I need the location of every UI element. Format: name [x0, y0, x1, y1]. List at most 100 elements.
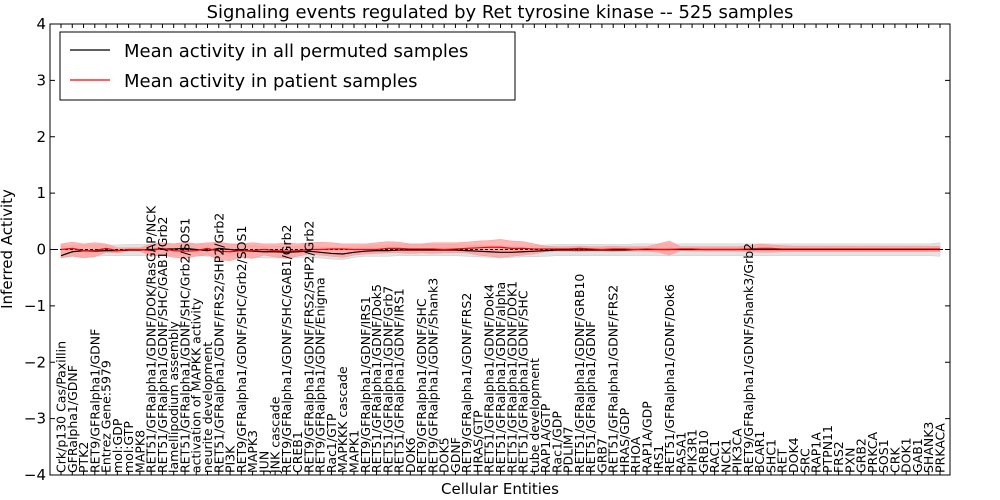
- y-tick-label: 2: [36, 128, 46, 146]
- x-tick-label: RET51/GFRalpha1/GDNF/GRB10: [572, 274, 587, 473]
- x-tick-label: SHC1: [763, 439, 778, 473]
- x-tick-label: PTPN11: [820, 425, 835, 473]
- x-tick-label: neurite development: [200, 342, 215, 473]
- x-tick-label: RAP1A/GTP: [538, 403, 553, 473]
- x-tick-label: RET51/GFRalpha1/GDNF/SHC/Grb2/SOS1: [177, 218, 192, 473]
- x-tick-label: RHOA: [628, 436, 643, 473]
- series-line-patient: [60, 246, 940, 253]
- x-tick-label: mol:GTP: [121, 421, 136, 473]
- y-tick-label: −4: [24, 466, 46, 484]
- x-tick-label: GDNF: [448, 437, 463, 473]
- x-tick-label: RAP1A/GDP: [640, 401, 655, 473]
- x-tick-label: RET51/GFRalpha1/GDNF/SHC/GAB1/Grb2: [155, 217, 170, 473]
- y-tick-label: −1: [24, 297, 46, 315]
- x-tick-label: RET51/GFRalpha1/GDNF: [583, 321, 598, 473]
- y-tick-label: 3: [36, 71, 46, 89]
- band-patient-spread: [60, 239, 941, 262]
- x-tick-label: JUN: [256, 451, 271, 474]
- x-tick-label: RET9/GFRalpha1/GDNF/FRS2: [459, 293, 474, 473]
- x-tick-label: RET9/GFRalpha1/GDNF/SHC/GAB1/Grb2: [279, 224, 294, 473]
- x-tick-label: mol:GDP: [110, 418, 125, 473]
- x-tick-label: DOK5: [437, 437, 452, 473]
- x-tick-label: Entrez Gene:5979: [99, 360, 114, 473]
- x-tick-label: RET9/GFRalpha1/GDNF/Shank3/Grb2: [741, 243, 756, 473]
- y-tick-label: 0: [36, 241, 46, 259]
- x-tick-label: RET51/GFRalpha1/GDNF/Grb7: [380, 286, 395, 473]
- x-tick-label: DOK4: [786, 437, 801, 473]
- plot-area: [50, 239, 950, 262]
- x-tick-label: Crk/p130 Cas/Paxillin: [54, 341, 69, 473]
- x-tick-label: HRAS/GTP: [470, 410, 485, 473]
- y-axis-label: Inferred Activity: [0, 189, 16, 309]
- x-tick-label: PRKACA: [933, 423, 948, 473]
- x-tick-label: Rac1/GDP: [549, 411, 564, 473]
- x-tick-label: IRS1: [651, 445, 666, 473]
- legend-frame: [59, 31, 516, 101]
- x-tick-label: RET9/GFRalpha1/GDNF/Enigma: [313, 277, 328, 473]
- x-tick-label: RET9/GFRalpha1/GDNF/Shank3: [425, 278, 440, 473]
- x-tick-label: BCAR1: [752, 431, 767, 473]
- x-tick-label: RET: [775, 448, 790, 473]
- chart-title: Signaling events regulated by Ret tyrosi…: [207, 2, 794, 23]
- x-tick-label: GRB10: [696, 430, 711, 473]
- x-tick-label: SOS1: [876, 439, 891, 473]
- x-tick-label: CRK: [887, 447, 902, 473]
- x-tick-label: GRB7: [594, 438, 609, 473]
- x-tick-label: PI3K: [223, 445, 238, 473]
- x-tick-label: DOK1: [899, 437, 914, 473]
- x-tick-label: tube development: [527, 358, 542, 473]
- x-tick-label: RAC1: [707, 440, 722, 473]
- y-tick-label: 4: [36, 15, 46, 33]
- x-tick-label: RASA1: [673, 432, 688, 473]
- y-tick-label: −3: [24, 410, 46, 428]
- x-axis-ticks: Crk/p130 Cas/PaxillinGFRalpha1/GDNFPTK2R…: [54, 24, 948, 475]
- x-tick-label: PXN: [842, 448, 857, 473]
- x-tick-label: RET51/GFRalpha1/GDNF/FRS2/SHP2/Grb2: [211, 213, 226, 473]
- x-tick-label: PRKCA: [865, 432, 880, 473]
- x-tick-label: JNK cascade: [268, 396, 283, 474]
- x-tick-label: RET9/GFRalpha1/GDNF/FRS2/SHP2/Grb2: [301, 221, 316, 473]
- x-tick-label: PIK3CA: [730, 428, 745, 473]
- x-tick-label: GFRalpha1/GDNF: [65, 365, 80, 473]
- x-tick-label: RET51/GFRalpha1/GDNF/Dok6: [662, 284, 677, 473]
- legend-label-permuted: Mean activity in all permuted samples: [124, 41, 468, 62]
- x-tick-label: RET51/GFRalpha1/GDNF/DOK1: [504, 281, 519, 473]
- x-tick-label: DOK6: [403, 437, 418, 473]
- x-tick-label: RET51/GFRalpha1/GDNF/Dok4: [482, 284, 497, 473]
- x-tick-label: PIK3R1: [685, 429, 700, 473]
- x-tick-label: MAPK1: [347, 430, 362, 473]
- x-tick-label: RET51/GFRalpha1/GDNF/alpha: [493, 282, 508, 473]
- x-tick-label: CREB1: [290, 431, 305, 473]
- x-tick-label: RET51/GFRalpha1/GDNF/Dok5: [369, 284, 384, 473]
- x-tick-label: RET51/GFRalpha1/GDNF/DOK/RasGAP/NCK: [144, 205, 159, 473]
- x-tick-label: RET9/GFRalpha1/GDNF/SHC/Grb2/SOS1: [234, 226, 249, 473]
- x-tick-label: FRS2: [831, 441, 846, 473]
- x-tick-label: NCK1: [718, 439, 733, 473]
- legend: Mean activity in all permuted samples Me…: [59, 31, 516, 101]
- x-tick-label: Rac1/GTP: [324, 413, 339, 473]
- x-tick-label: PTK2: [76, 442, 91, 473]
- x-tick-label: SRC: [797, 448, 812, 473]
- x-axis-label: Cellular Entities: [441, 480, 559, 498]
- x-tick-label: RET51/GFRalpha1/GDNF/IRS1: [392, 288, 407, 473]
- x-tick-label: lamellipodium assembly: [166, 321, 181, 473]
- x-tick-label: MAPK3: [245, 430, 260, 473]
- x-tick-label: MAPK8: [132, 430, 147, 473]
- x-tick-label: GRB2: [854, 438, 869, 473]
- x-tick-label: PDLIM7: [561, 426, 576, 473]
- x-tick-label: RET9/GFRalpha1/GDNF: [87, 329, 102, 473]
- y-axis-ticks: −4 −3 −2 −1 0 1 2 3 4: [24, 15, 950, 484]
- y-tick-label: 1: [36, 184, 46, 202]
- x-tick-label: MAPKKK cascade: [335, 366, 350, 473]
- y-tick-label: −2: [24, 353, 46, 371]
- x-tick-label: HRAS/GDP: [617, 407, 632, 473]
- x-tick-label: activation of MAPKK activity: [189, 297, 204, 473]
- x-tick-label: RET51/GFRalpha1/GDNF/FRS2: [606, 285, 621, 473]
- x-tick-label: GAB1: [910, 438, 925, 473]
- x-tick-label: RET9/GFRalpha1/GDNF/SHC: [414, 298, 429, 473]
- x-tick-label: RET9/GFRalpha1/GDNF/IRS1: [358, 296, 373, 473]
- x-tick-label: RET51/GFRalpha1/GDNF/SHC: [516, 290, 531, 473]
- x-tick-label: SHANK3: [921, 422, 936, 473]
- legend-label-patient: Mean activity in patient samples: [124, 71, 418, 92]
